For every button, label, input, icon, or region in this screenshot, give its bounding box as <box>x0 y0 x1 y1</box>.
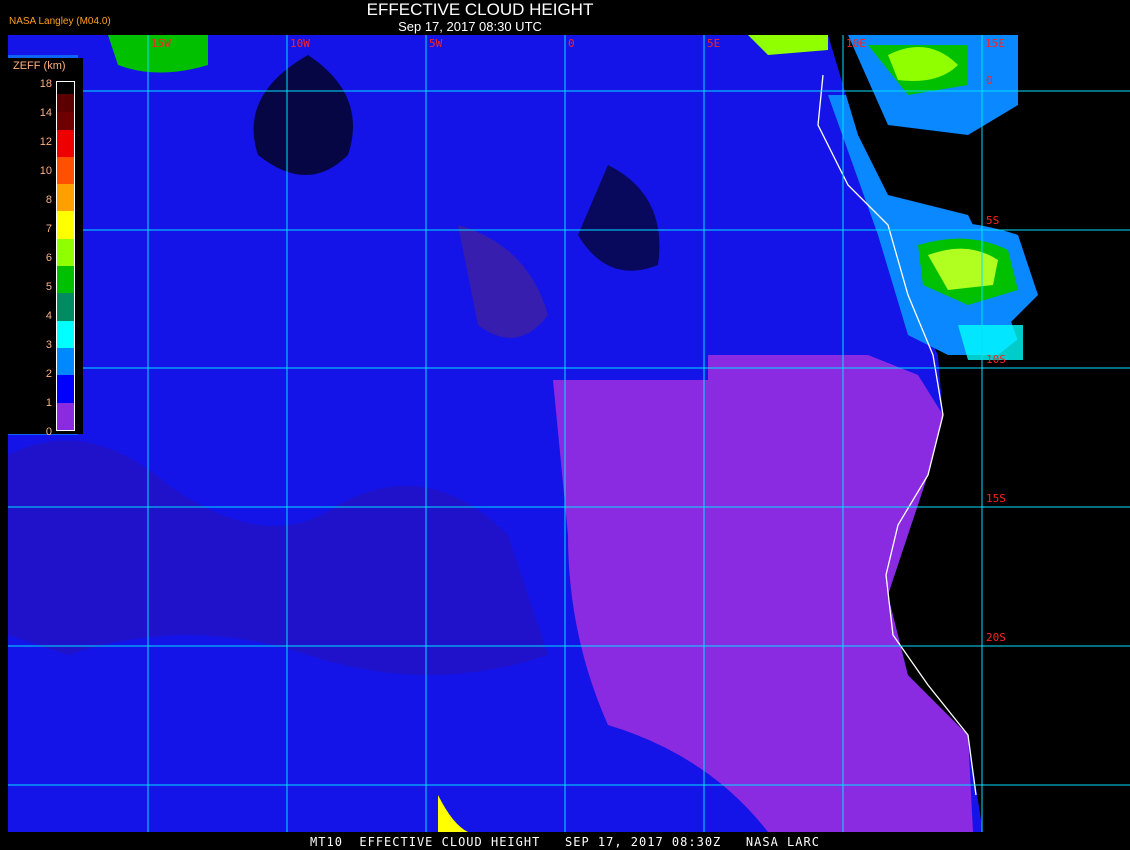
legend-tick-label: 6 <box>45 252 52 264</box>
legend-title: ZEFF (km) <box>13 60 66 72</box>
clear-patch <box>578 165 660 271</box>
legend-swatch <box>57 211 74 239</box>
latitude-label: 20S <box>986 631 1006 644</box>
longitude-label: 15E <box>985 37 1005 50</box>
legend-swatch <box>57 375 74 403</box>
legend-swatch <box>57 402 74 430</box>
cloud-patch <box>928 248 998 290</box>
land-clear-region <box>828 35 1130 832</box>
footer-caption: MT10 EFFECTIVE CLOUD HEIGHT SEP 17, 2017… <box>310 835 820 849</box>
longitude-label: 15W <box>151 37 171 50</box>
cloud-height-map <box>8 35 1130 832</box>
legend-tick-label: 14 <box>39 107 52 119</box>
legend-tick-label: 7 <box>45 223 52 235</box>
low-cloud-region <box>553 355 973 832</box>
longitude-label: 10W <box>290 37 310 50</box>
legend-swatch <box>57 320 74 349</box>
broken-cloud-region <box>8 440 548 675</box>
legend-tick-label: 8 <box>45 194 52 206</box>
legend-tick-label: 18 <box>39 78 52 90</box>
cloud-patch <box>958 325 1023 360</box>
legend-swatch <box>57 293 74 321</box>
legend-tick-label: 1 <box>45 397 52 409</box>
cloud-patch <box>458 225 548 338</box>
legend-tick-label: 2 <box>45 368 52 380</box>
latitude-label: 5S <box>986 214 1000 227</box>
legend-tick-label: 10 <box>39 165 52 177</box>
longitude-label: 10E <box>846 37 866 50</box>
legend-tick-label: 5 <box>45 281 52 293</box>
legend-tick-label: 3 <box>45 339 52 351</box>
longitude-label: 5E <box>707 37 721 50</box>
legend-tick-label: 0 <box>45 426 52 438</box>
legend-swatch <box>57 156 74 185</box>
source-label: NASA Langley (M04.0) <box>9 16 111 27</box>
coastline <box>817 74 977 796</box>
legend-swatch <box>57 238 74 267</box>
legend-swatch <box>57 266 74 294</box>
color-scale-bar <box>56 81 75 431</box>
cloud-patch <box>888 47 958 81</box>
lat-lon-grid <box>8 35 1130 832</box>
longitude-label: 0 <box>568 37 575 50</box>
legend-swatch <box>57 129 74 157</box>
legend-tick-label: 4 <box>45 310 52 322</box>
longitude-label: 5W <box>429 37 443 50</box>
clear-patch <box>253 55 353 175</box>
latitude-label: 10S <box>986 353 1006 366</box>
latitude-label: 0 <box>986 74 993 87</box>
legend-swatch <box>57 82 74 130</box>
legend-tick-label: 12 <box>39 136 52 148</box>
map-title: EFFECTIVE CLOUD HEIGHT <box>366 0 594 19</box>
latitude-label: 15S <box>986 492 1006 505</box>
cloud-patch <box>108 35 208 73</box>
map-timestamp: Sep 17, 2017 08:30 UTC <box>398 19 542 34</box>
cloud-patch <box>438 795 468 832</box>
legend-swatch <box>57 348 74 376</box>
legend-swatch <box>57 184 74 212</box>
cloud-patch <box>748 35 828 55</box>
